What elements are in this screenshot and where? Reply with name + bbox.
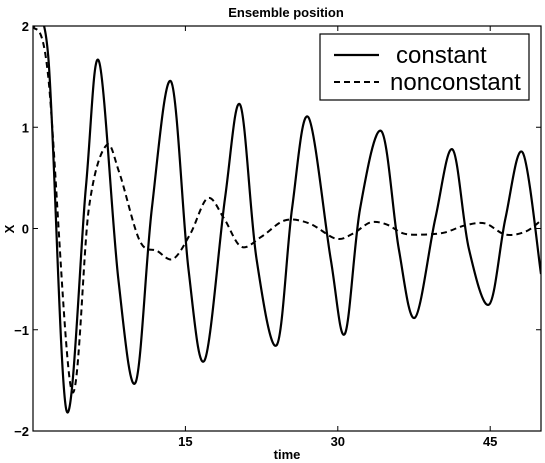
legend-box (319, 33, 530, 101)
series-layer (33, 26, 541, 414)
x-tick-label: 15 (178, 434, 192, 449)
x-tick-label: 30 (331, 434, 345, 449)
y-axis-label: X (2, 224, 17, 233)
series-line-constant (33, 26, 541, 414)
chart-title: Ensemble position (228, 5, 344, 20)
ticks-layer: 15 30 45 −2 −1 0 1 2 (14, 19, 541, 449)
y-tick-label: 0 (22, 222, 29, 237)
series-line-nonconstant (33, 26, 541, 394)
y-tick-label: −1 (14, 323, 29, 338)
y-tick-label: 2 (22, 19, 29, 34)
legend: constant nonconstant (319, 33, 530, 101)
y-tick-label: 1 (22, 120, 29, 135)
legend-label-nonconstant: nonconstant (390, 69, 521, 96)
legend-label-constant: constant (396, 42, 487, 69)
x-tick-label: 45 (483, 434, 497, 449)
x-axis-label: time (274, 447, 301, 462)
y-tick-label: −2 (14, 424, 29, 439)
